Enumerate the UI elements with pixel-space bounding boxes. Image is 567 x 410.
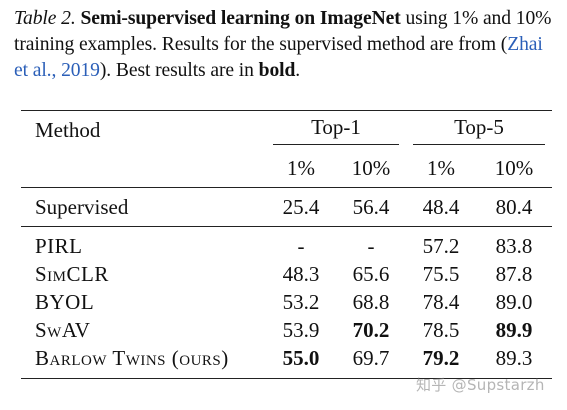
value-cell: 69.7 — [352, 345, 390, 370]
subheader-spacer — [21, 149, 266, 188]
value-cell-best: 70.2 — [352, 317, 390, 342]
top5-group-header: Top-5 — [406, 111, 552, 150]
value-cell: 80.4 — [495, 194, 533, 219]
results-table: Method Top-1 Top-5 1% 10% 1% 10% Supervi… — [21, 110, 552, 379]
table-row-swav: SwAV 53.9 70.2 78.5 89.9 — [21, 316, 552, 344]
header-row: Method Top-1 Top-5 — [21, 110, 552, 150]
subheader-top1-10pct: 10% — [351, 155, 391, 180]
value-cell: 78.4 — [422, 289, 460, 314]
top5-label: Top-5 — [454, 115, 504, 139]
value-cell: - — [297, 233, 305, 258]
method-cell: SimCLR — [35, 261, 109, 286]
table-row-supervised: Supervised 25.4 56.4 48.4 80.4 — [21, 187, 552, 227]
top5-underline — [413, 144, 545, 145]
value-cell: 87.8 — [495, 261, 533, 286]
subheader-row: 1% 10% 1% 10% — [21, 149, 552, 188]
subheader-top5-10pct: 10% — [494, 155, 534, 180]
value-cell: 78.5 — [422, 317, 460, 342]
table-caption: Table 2. Semi-supervised learning on Ima… — [14, 6, 559, 84]
caption-end: . — [295, 60, 301, 81]
value-cell-best: 89.9 — [495, 317, 533, 342]
value-cell: 65.6 — [352, 261, 390, 286]
value-cell: 53.9 — [282, 317, 320, 342]
table-row-simclr: SimCLR 48.3 65.6 75.5 87.8 — [21, 260, 552, 288]
method-cell: Barlow Twins (ours) — [35, 345, 229, 370]
subheader-top1-1pct: 1% — [287, 155, 315, 180]
subheader-top5-1pct: 1% — [427, 155, 455, 180]
value-cell: 25.4 — [282, 194, 320, 219]
value-cell: 53.2 — [282, 289, 320, 314]
value-cell: 75.5 — [422, 261, 460, 286]
value-cell-best: 79.2 — [422, 345, 460, 370]
caption-text-1: using 1% and 10% training examples. Resu… — [14, 8, 552, 55]
method-cell: Supervised — [35, 194, 129, 219]
caption-label: Table 2. — [14, 8, 76, 29]
caption-title: Semi-supervised learning on ImageNet — [80, 8, 401, 29]
top1-label: Top-1 — [311, 115, 361, 139]
watermark: 知乎 @Supstarzh — [416, 376, 545, 394]
value-cell: 48.3 — [282, 261, 320, 286]
value-cell: 89.0 — [495, 289, 533, 314]
value-cell: 48.4 — [422, 194, 460, 219]
value-cell: 57.2 — [422, 233, 460, 258]
value-cell: - — [367, 233, 375, 258]
top1-group-header: Top-1 — [266, 111, 406, 150]
results-table-wrapper: Method Top-1 Top-5 1% 10% 1% 10% Supervi… — [21, 110, 552, 379]
method-header: Method — [35, 117, 101, 142]
table-row-byol: BYOL 53.2 68.8 78.4 89.0 — [21, 288, 552, 316]
table-row-pirl: PIRL - - 57.2 83.8 — [21, 226, 552, 261]
table-row-barlow-twins: Barlow Twins (ours) 55.0 69.7 79.2 89.3 — [21, 344, 552, 379]
value-cell-best: 55.0 — [282, 345, 320, 370]
caption-text-2: ). Best results are in — [99, 60, 259, 81]
value-cell: 83.8 — [495, 233, 533, 258]
caption-bold-word: bold — [258, 60, 296, 81]
method-cell: BYOL — [35, 289, 95, 314]
value-cell: 68.8 — [352, 289, 390, 314]
method-cell: PIRL — [35, 233, 83, 258]
top1-underline — [273, 144, 399, 145]
value-cell: 89.3 — [495, 345, 533, 370]
method-cell: SwAV — [35, 317, 91, 342]
value-cell: 56.4 — [352, 194, 390, 219]
caption-citation-link[interactable]: Zhai et al., 2019 — [14, 34, 543, 81]
